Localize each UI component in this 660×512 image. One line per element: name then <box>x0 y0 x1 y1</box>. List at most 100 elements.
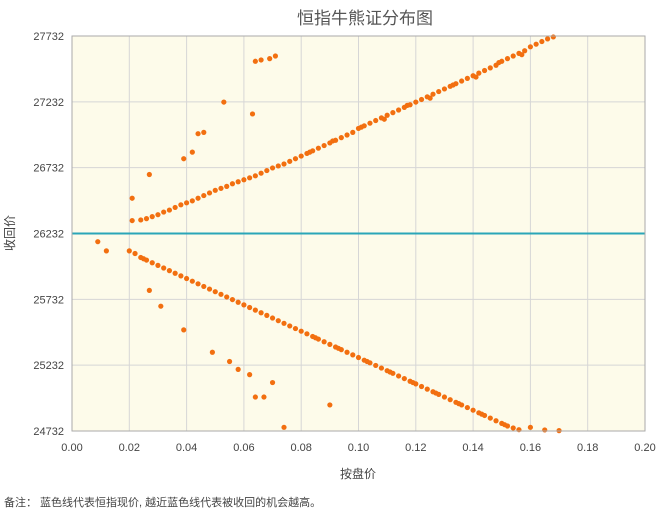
data-point <box>298 153 304 159</box>
data-point <box>149 214 155 220</box>
x-tick-label: 0.10 <box>348 442 369 454</box>
data-point <box>292 325 299 332</box>
data-point <box>321 142 327 149</box>
data-point <box>258 57 264 63</box>
data-point <box>141 256 147 262</box>
data-point <box>189 149 195 155</box>
data-point <box>404 102 410 108</box>
data-point <box>447 397 453 403</box>
data-point <box>166 207 173 213</box>
data-point <box>373 362 379 369</box>
data-point <box>519 52 525 58</box>
data-point <box>195 131 201 137</box>
x-tick-label: 0.08 <box>290 442 311 454</box>
data-point <box>201 192 207 199</box>
data-point <box>418 383 425 390</box>
data-point <box>224 183 230 189</box>
data-point <box>252 173 258 179</box>
data-point <box>129 217 135 224</box>
data-point <box>226 358 233 365</box>
data-point <box>281 161 287 167</box>
data-points <box>95 34 562 434</box>
data-point <box>126 248 132 254</box>
data-point <box>212 187 218 193</box>
data-point <box>195 195 201 201</box>
data-point <box>527 44 534 50</box>
x-axis-label: 按盘价 <box>340 466 376 481</box>
x-tick-label: 0.00 <box>61 442 82 454</box>
data-point <box>201 129 207 135</box>
data-point <box>287 158 293 164</box>
data-point <box>221 99 227 105</box>
data-point <box>224 294 230 300</box>
data-point <box>338 135 344 141</box>
x-axis-ticks: 0.00 0.02 0.04 0.06 0.08 0.10 0.12 0.14 0.16 0.18… <box>61 442 655 454</box>
data-point <box>258 310 264 316</box>
data-point <box>209 349 215 355</box>
data-point <box>241 302 247 308</box>
data-point <box>275 163 281 169</box>
data-point <box>166 268 173 274</box>
data-point <box>212 289 218 295</box>
data-point <box>178 273 184 279</box>
data-point <box>330 138 336 144</box>
data-point <box>292 156 299 162</box>
data-point <box>235 366 241 372</box>
y-tick-label: 26732 <box>33 163 64 175</box>
data-point <box>307 149 313 155</box>
data-point <box>146 171 152 178</box>
data-point <box>327 402 333 408</box>
data-point <box>261 394 267 400</box>
y-tick-label: 27732 <box>33 31 64 43</box>
data-point <box>456 401 462 407</box>
data-point <box>269 165 276 171</box>
data-point <box>269 379 276 386</box>
x-tick-label: 0.12 <box>405 442 426 454</box>
data-point <box>267 56 273 62</box>
data-point <box>281 424 287 430</box>
data-point <box>390 110 396 116</box>
data-point <box>436 88 442 95</box>
data-point <box>103 248 109 254</box>
data-point <box>258 170 264 176</box>
data-point <box>373 117 379 124</box>
data-point <box>510 53 516 59</box>
data-point <box>184 275 190 282</box>
data-point <box>312 335 319 341</box>
data-point <box>396 107 402 113</box>
y-tick-label: 25732 <box>33 294 64 306</box>
data-point <box>487 65 493 71</box>
data-point <box>504 56 511 62</box>
data-point <box>516 427 522 433</box>
data-point <box>433 390 439 396</box>
data-point <box>459 78 465 84</box>
data-point <box>550 34 556 40</box>
data-point <box>427 95 433 101</box>
data-point <box>358 124 364 130</box>
data-point <box>418 96 425 103</box>
data-point <box>269 315 276 321</box>
data-point <box>149 260 155 266</box>
data-point <box>155 212 161 218</box>
data-point <box>178 202 184 208</box>
data-point <box>184 200 190 206</box>
data-point <box>410 379 416 386</box>
data-point <box>206 286 213 292</box>
y-tick-label: 24732 <box>33 426 64 438</box>
data-point <box>155 262 161 268</box>
data-point <box>321 339 327 345</box>
data-point <box>206 190 213 196</box>
data-point <box>229 181 236 187</box>
data-point <box>158 303 164 309</box>
data-point <box>441 394 448 400</box>
data-point <box>378 365 385 371</box>
data-point <box>344 132 350 138</box>
footnote: 备注： 蓝色线代表恒指现价, 越近蓝色线代表被收回的机会越高。 <box>4 497 322 509</box>
data-point <box>522 48 528 54</box>
data-point <box>275 318 281 324</box>
data-point <box>387 369 393 375</box>
data-point <box>252 394 258 400</box>
data-point <box>195 281 201 287</box>
data-point <box>218 185 224 191</box>
